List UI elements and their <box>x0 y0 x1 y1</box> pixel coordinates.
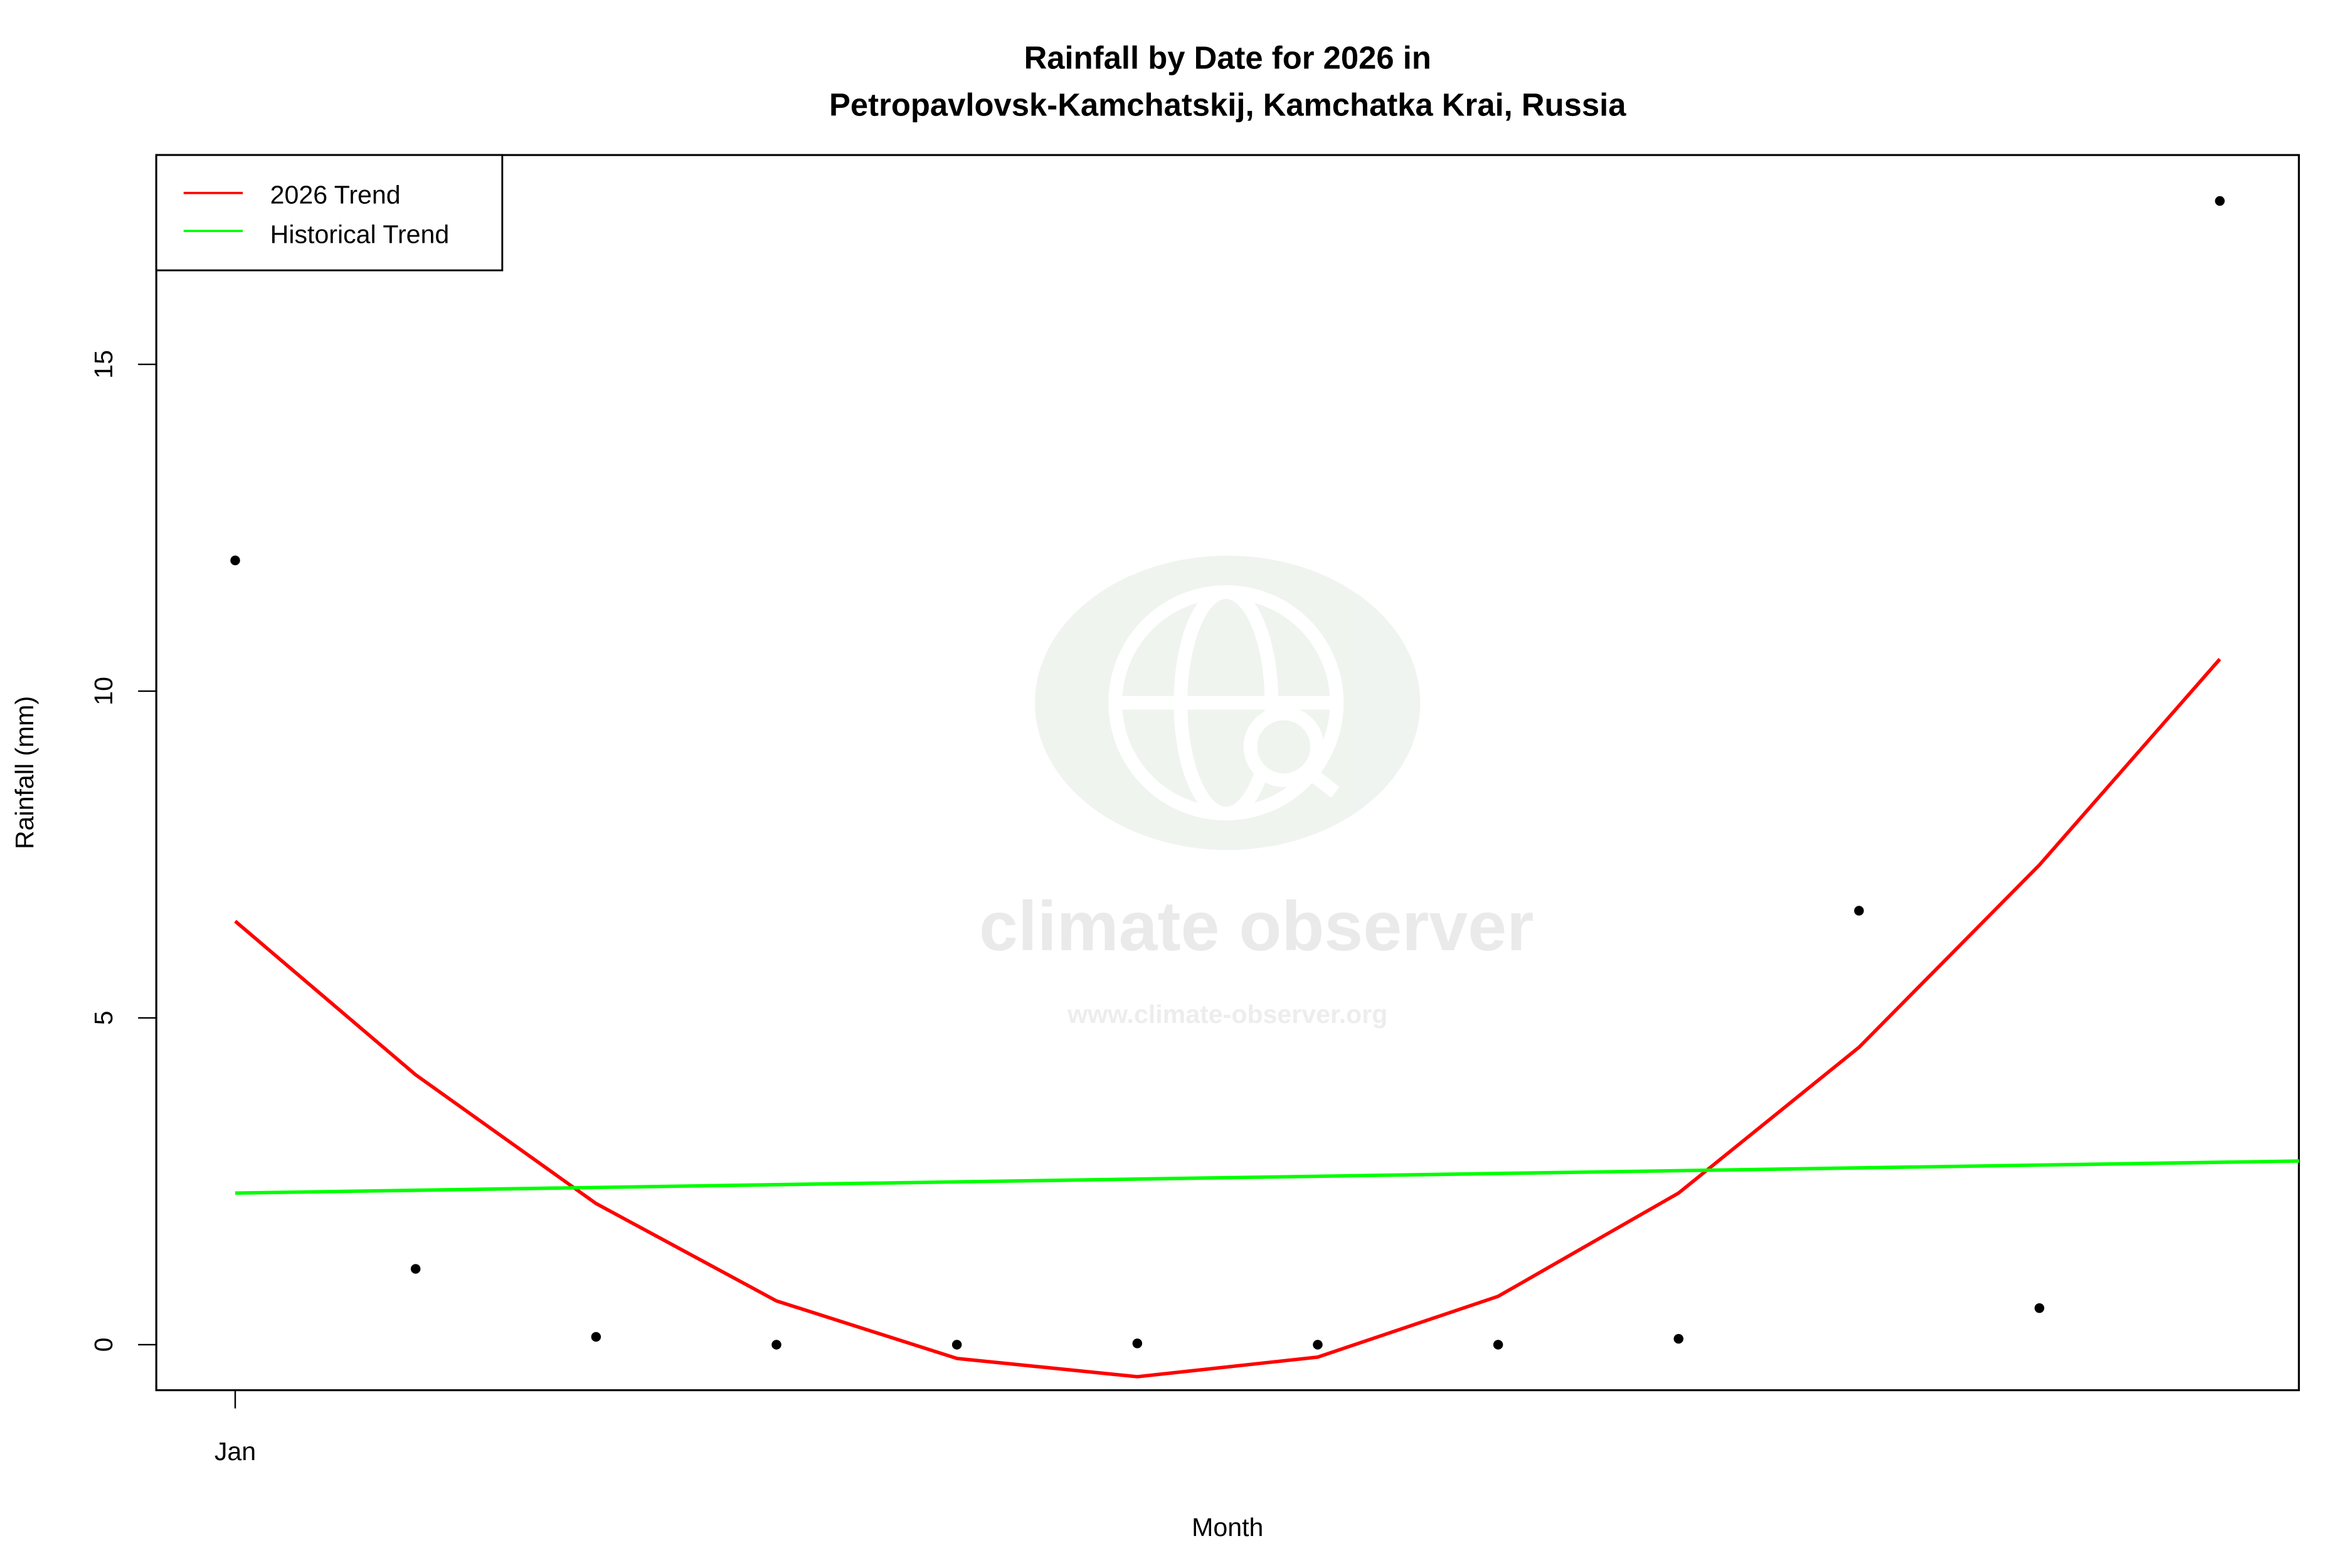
y-tick-label: 15 <box>89 350 118 379</box>
data-point <box>591 1332 601 1342</box>
y-axis: 0 5 10 15 <box>89 350 157 1352</box>
data-point <box>2034 1303 2045 1313</box>
data-point <box>1493 1340 1503 1350</box>
legend: 2026 Trend Historical Trend <box>155 154 504 272</box>
y-tick-label: 5 <box>89 1011 118 1025</box>
data-point <box>1132 1338 1143 1348</box>
series-line-historical-trend <box>235 1159 2299 1195</box>
x-axis: Jan <box>215 1390 256 1466</box>
legend-label-historical-trend: Historical Trend <box>270 220 450 249</box>
y-tick-label: 10 <box>89 677 118 706</box>
series-line-2026-trend <box>234 658 2222 1379</box>
legend-label-2026-trend: 2026 Trend <box>270 181 401 209</box>
data-point <box>1673 1333 1684 1344</box>
watermark-url: www.climate-observer.org <box>1067 1000 1387 1029</box>
globe-search-icon <box>1108 585 1344 821</box>
chart-subtitle: Petropavlovsk-Kamchatskij, Kamchatka Kra… <box>829 87 1626 122</box>
y-tick-label: 0 <box>89 1338 118 1352</box>
data-point <box>1313 1340 1323 1350</box>
series-lines <box>234 658 2299 1379</box>
x-tick-label: Jan <box>215 1437 256 1466</box>
chart-title: Rainfall by Date for 2026 in <box>1024 40 1431 75</box>
y-axis-label: Rainfall (mm) <box>10 696 39 849</box>
data-point <box>410 1264 421 1274</box>
x-axis-label: Month <box>1192 1513 1263 1542</box>
data-point <box>951 1340 962 1350</box>
data-point <box>230 555 240 566</box>
data-point <box>2215 196 2225 206</box>
watermark-name: climate observer <box>979 887 1534 965</box>
data-point <box>771 1340 781 1350</box>
watermark: climate observer www.climate-observer.or… <box>979 555 1534 1029</box>
legend-box <box>155 154 504 272</box>
data-point <box>1854 906 1864 916</box>
data-points <box>230 196 2225 1350</box>
